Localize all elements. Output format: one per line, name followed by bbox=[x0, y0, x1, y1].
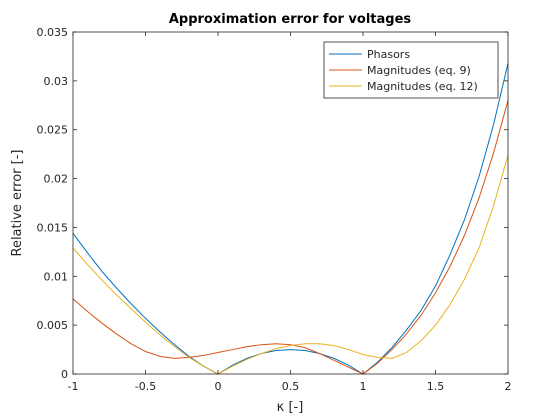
series-line-2 bbox=[72, 100, 509, 375]
y-tick-label: 0.035 bbox=[37, 26, 69, 39]
x-axis-label: κ [-] bbox=[277, 400, 304, 415]
y-axis-label: Relative error [-] bbox=[10, 150, 25, 257]
axes-layer: -1 -0.5 0 0.5 1 1.5 2 0 0.005 0.01 0.015 0.02 0.025 0… bbox=[37, 26, 512, 393]
x-tick-label: 1 bbox=[360, 380, 367, 393]
y-tick-label: 0 bbox=[61, 368, 68, 381]
y-tick-label: 0.01 bbox=[44, 270, 69, 283]
y-tick-label: 0.005 bbox=[37, 319, 69, 332]
series-layer bbox=[72, 63, 509, 375]
y-tick-label: 0.03 bbox=[44, 75, 69, 88]
x-tick-label: 2 bbox=[505, 380, 512, 393]
x-tick-label: -1 bbox=[68, 380, 79, 393]
y-tick-label: 0.025 bbox=[37, 124, 69, 137]
y-tick-label: 0.02 bbox=[44, 173, 69, 186]
series-line-3 bbox=[72, 154, 509, 375]
legend-label-2: Magnitudes (eq. 9) bbox=[367, 64, 471, 77]
x-tick-label: 1.5 bbox=[427, 380, 445, 393]
legend: Phasors Magnitudes (eq. 9) Magnitudes (eq.… bbox=[323, 41, 499, 99]
chart-title: Approximation error for voltages bbox=[169, 12, 412, 27]
series-line-1 bbox=[72, 63, 509, 375]
x-tick-label: -0.5 bbox=[135, 380, 156, 393]
legend-label-3: Magnitudes (eq. 12) bbox=[367, 80, 478, 93]
x-tick-label: 0 bbox=[215, 380, 222, 393]
x-tick-label: 0.5 bbox=[282, 380, 300, 393]
legend-label-1: Phasors bbox=[367, 48, 410, 61]
y-tick-label: 0.015 bbox=[37, 221, 69, 234]
